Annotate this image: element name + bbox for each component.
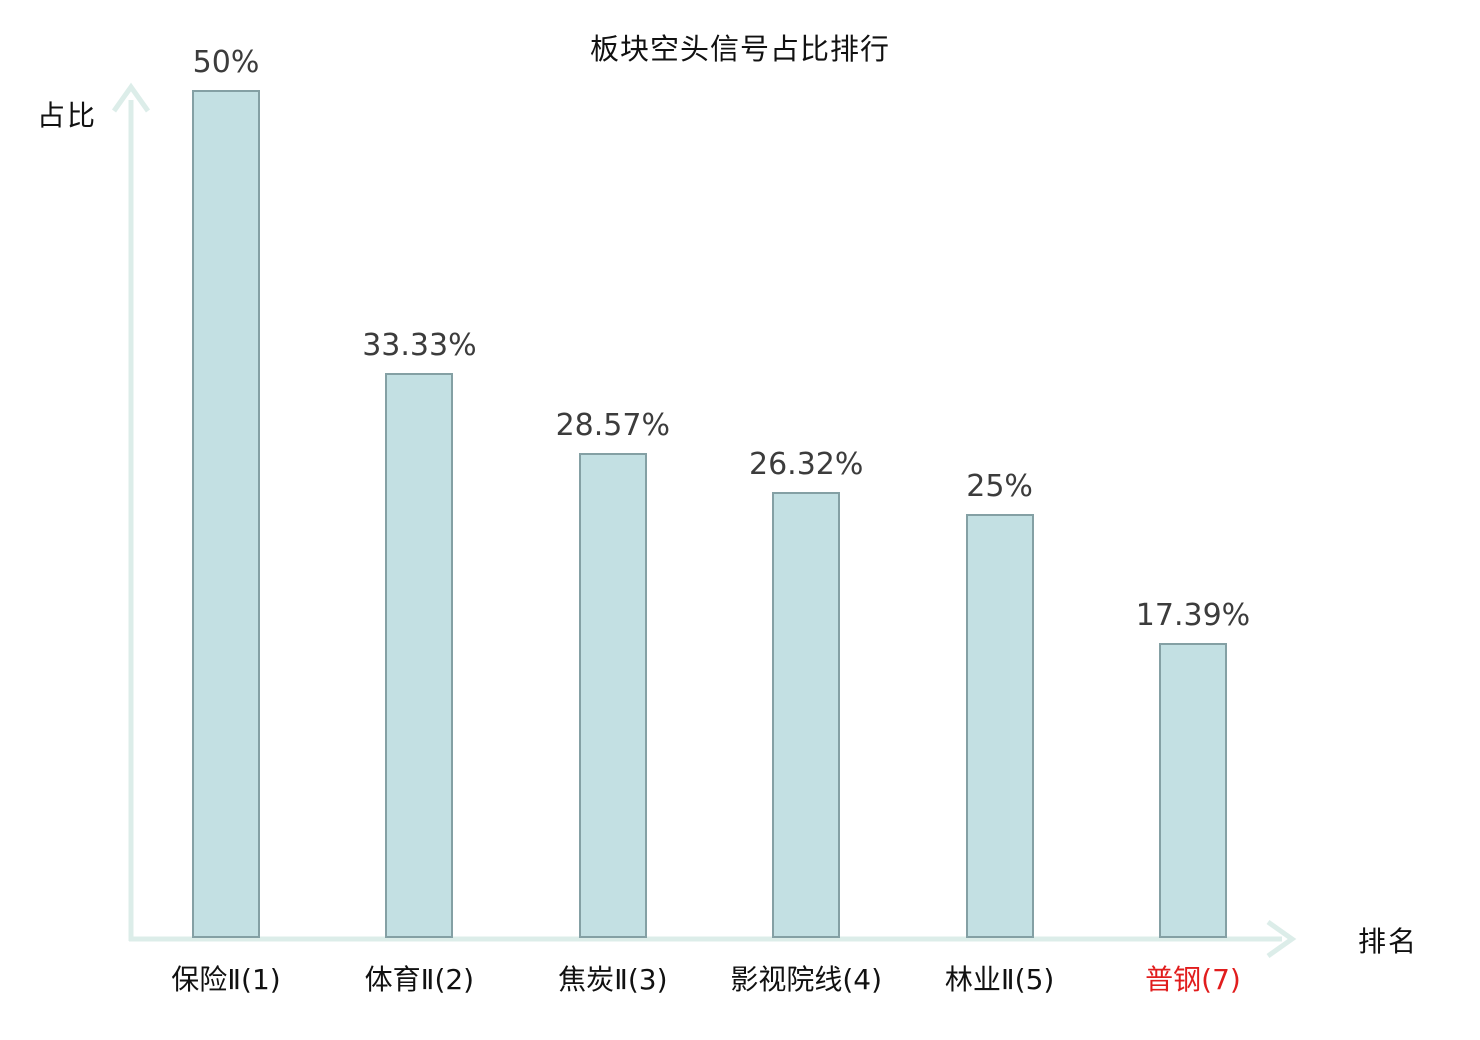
bar-value-label: 33.33% — [362, 328, 477, 363]
bar-value-label: 28.57% — [555, 408, 670, 443]
bar-category-label: 焦炭Ⅱ(3) — [558, 963, 668, 996]
bar — [192, 90, 260, 938]
bar-value-label: 50% — [192, 45, 260, 80]
bar — [772, 492, 841, 938]
chart-title: 板块空头信号占比排行 — [589, 32, 890, 66]
bar-category-label: 保险Ⅱ(1) — [171, 963, 281, 996]
bar — [578, 453, 647, 938]
bar-category-label: 普钢(7) — [1145, 963, 1241, 996]
y-axis-label: 占比 — [37, 99, 98, 132]
bar — [385, 373, 454, 938]
bar-value-label: 25% — [966, 469, 1033, 504]
bar — [1159, 643, 1227, 938]
bar-value-label: 17.39% — [1135, 598, 1251, 633]
bar-category-label: 影视院线(4) — [730, 963, 883, 996]
bar-category-label: 林业Ⅱ(5) — [944, 963, 1055, 996]
bar-value-label: 26.32% — [748, 447, 864, 482]
bar — [965, 514, 1034, 938]
x-axis-arrow-icon — [1266, 919, 1297, 959]
x-axis-label: 排名 — [1358, 925, 1419, 958]
bar-category-label: 体育Ⅱ(2) — [364, 963, 475, 996]
y-axis-arrow-icon — [111, 82, 151, 113]
